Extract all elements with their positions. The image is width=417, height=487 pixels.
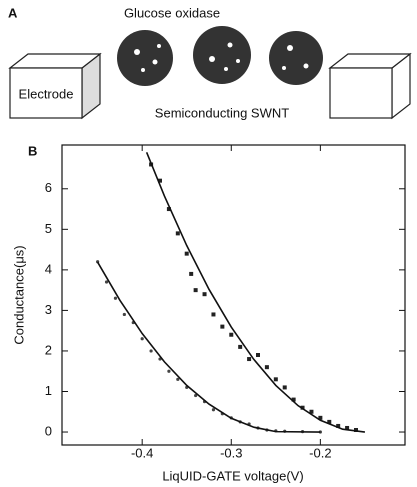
y-tick-label: 4 [45,261,52,276]
x-axis-label: LiqUID-GATE voltage(V) [162,468,303,483]
y-tick-label: 2 [45,342,52,357]
enzymes [117,26,323,86]
data-point [238,344,243,349]
data-point [202,292,207,297]
y-tick-label: 1 [45,383,52,398]
data-point [104,280,109,284]
data-point [113,296,118,300]
data-point [354,428,358,432]
data-point [184,251,189,256]
y-tick-label: 3 [45,302,52,317]
y-tick-label: 0 [45,423,52,438]
x-tick-label: -0.4 [131,445,153,460]
fit-curve [96,261,321,433]
y-axis-label: Conductance(μs) [11,245,26,344]
data-point [140,337,144,341]
data-point [220,324,225,329]
data-point [309,409,314,414]
x-tick-label: -0.2 [309,445,331,460]
data-point [167,369,171,373]
enzyme-label: Glucose oxidase [124,5,220,20]
data-point [247,357,252,362]
data-point [273,377,278,382]
data-point [149,349,153,353]
data-point [256,353,260,357]
data-point [211,312,216,317]
data-point [327,419,332,424]
x-tick-label: -0.3 [220,445,242,460]
data-point [336,423,341,428]
data-point [193,288,198,293]
electrode-right [328,52,412,120]
data-point [291,397,296,402]
panel-label: B [28,143,37,158]
fit-curve [145,151,366,433]
data-point [211,408,216,412]
data-point [122,312,126,317]
data-point [229,332,234,337]
data-point [189,271,194,276]
data-point [318,415,323,420]
data-point [175,231,180,236]
tube-label: Semiconducting SWNT [155,105,289,120]
y-tick-label: 6 [45,180,52,195]
data-point [176,377,180,381]
y-tick-label: 5 [45,221,52,236]
panel-label: A [8,5,18,20]
data-point [282,385,287,390]
electrode-label: Electrode [19,86,74,101]
plot-frame [61,144,406,446]
electrode-left [8,52,102,120]
data-point [166,207,171,212]
data-point [264,365,269,370]
data-point [158,178,162,183]
data-point [345,425,350,430]
data-point [194,393,198,398]
